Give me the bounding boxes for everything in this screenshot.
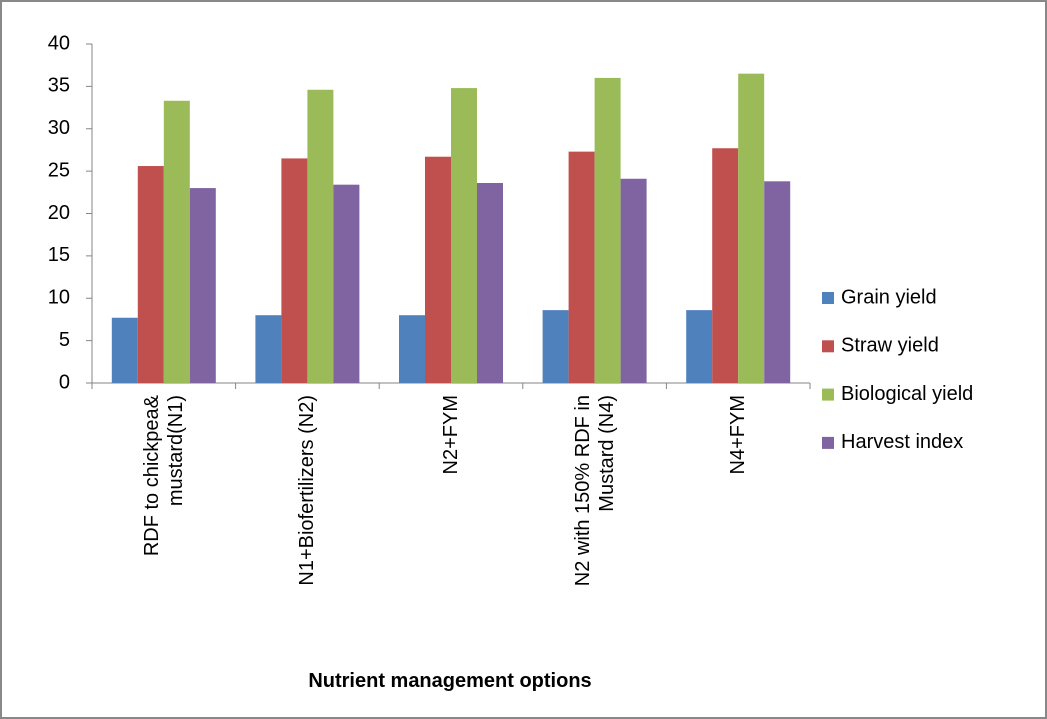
y-tick-label: 35 [48,75,70,97]
x-tick-label: N1+Biofertilizers (N2) [296,395,319,586]
legend-swatch [822,340,834,353]
y-tick-label: 40 [48,32,70,54]
bar [686,310,713,383]
bar [738,73,765,383]
legend-swatch [822,388,834,401]
bar [111,317,138,383]
y-tick-label: 5 [59,329,70,351]
y-tick-label: 15 [48,244,70,266]
bar [255,315,282,383]
bar [281,158,308,383]
legend-swatch [822,292,834,304]
bar [764,181,791,383]
bar [333,184,360,383]
bar [425,156,451,383]
bar [542,310,569,383]
bar [399,315,425,383]
y-tick-label: 25 [48,159,70,181]
y-tick-label: 30 [48,117,70,139]
x-tick-label: N2 with 150% RDF in Mustard (N4) [571,395,618,587]
bar [189,188,216,383]
y-tick-label: 0 [59,371,70,393]
legend-label: Biological yield [841,383,973,405]
x-tick-label: N2+FYM [440,395,462,475]
bar [451,88,477,383]
legend-label: Straw yield [841,335,939,357]
bar [137,166,164,383]
y-tick-label: 20 [48,202,70,224]
bar [620,178,647,383]
legend-label: Grain yield [841,286,937,308]
bar [594,77,621,384]
x-tick-label: N4+FYM [727,395,750,475]
bar [477,182,503,383]
legend-swatch [822,436,834,449]
bar [712,148,739,383]
bar [568,151,595,383]
x-axis-title: Nutrient management options [308,670,592,692]
y-tick-label: 10 [48,287,70,309]
bar [163,100,190,383]
bar [307,89,334,383]
legend-label: Harvest index [841,431,963,453]
x-tick-label: RDF to chickpea& mustard(N1) [140,395,187,557]
